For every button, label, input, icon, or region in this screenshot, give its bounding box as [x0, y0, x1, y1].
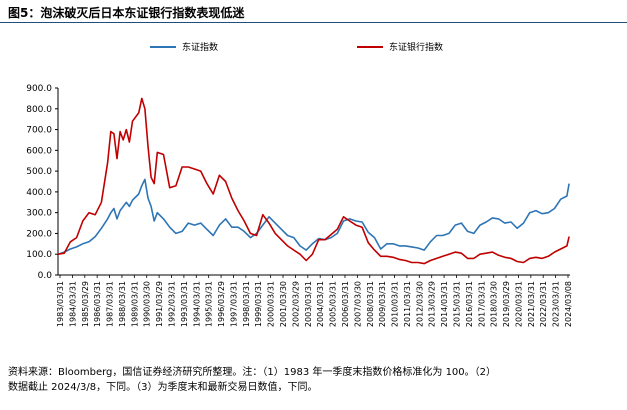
legend-label-banks: 东证银行指数 — [389, 43, 444, 53]
y-tick-label: 100.0 — [26, 250, 52, 260]
x-tick-label: 1984/03/31 — [68, 281, 77, 327]
x-tick-label: 2008/03/31 — [366, 281, 375, 327]
x-tick-label: 1995/03/31 — [205, 281, 214, 327]
x-tick-label: 1990/03/30 — [143, 281, 152, 327]
x-tick-label: 1987/03/31 — [106, 281, 115, 327]
x-tick-label: 1993/03/31 — [180, 281, 189, 327]
x-tick-label: 1994/03/31 — [192, 281, 201, 327]
x-tick-label: 2024/03/08 — [564, 281, 573, 327]
x-tick-label: 2016/03/31 — [465, 281, 474, 327]
legend-item-topix: 东证指数 — [150, 40, 218, 53]
x-tick-label: 2020/03/31 — [514, 281, 523, 327]
y-tick-label: 300.0 — [26, 209, 52, 219]
x-tick-label: 2015/03/31 — [452, 281, 461, 327]
x-tick-label: 2004/03/31 — [316, 281, 325, 327]
x-tick-label: 2012/03/30 — [415, 281, 424, 327]
x-tick-label: 2019/03/29 — [502, 281, 511, 327]
x-tick-label: 2013/03/29 — [428, 281, 437, 327]
x-tick-label: 2023/03/31 — [552, 281, 561, 327]
chart-title: 图5：泡沫破灭后日本东证银行指数表现低迷 — [8, 6, 245, 20]
x-tick-label: 2000/03/31 — [267, 281, 276, 327]
x-tick-label: 2022/03/31 — [539, 281, 548, 327]
x-tick-label: 1999/03/31 — [254, 281, 263, 327]
series-line-topix — [57, 178, 570, 255]
x-tick-label: 2003/03/31 — [304, 281, 313, 327]
legend-swatch-topix — [150, 45, 176, 48]
y-tick-label: 500.0 — [26, 167, 52, 177]
x-tick-label: 2006/03/31 — [341, 281, 350, 327]
x-tick-label: 1996/03/29 — [217, 281, 226, 327]
x-tick-label: 2018/03/30 — [490, 281, 499, 327]
y-tick-label: 700.0 — [26, 126, 52, 136]
y-tick-label: 200.0 — [26, 229, 52, 239]
series-layer — [57, 97, 570, 265]
x-tick-label: 2021/03/31 — [527, 281, 536, 327]
x-tick-label: 1997/03/31 — [229, 281, 238, 327]
x-tick-label: 2010/03/31 — [391, 281, 400, 327]
y-tick-label: 0.0 — [38, 271, 53, 281]
legend-label-topix: 东证指数 — [182, 43, 219, 53]
line-chart: 900.0 800.0 700.0 600.0 500.0 400.0 300.0 200.0… — [26, 84, 573, 327]
x-tick-label: 2007/03/30 — [353, 281, 362, 327]
y-tick-label: 600.0 — [26, 146, 52, 156]
x-tick-label: 2002/03/29 — [291, 281, 300, 327]
y-axis: 900.0 800.0 700.0 600.0 500.0 400.0 300.0 200.0… — [26, 84, 59, 281]
y-tick-label: 900.0 — [26, 84, 52, 94]
source-note-line-2: 数据截止 2024/3/8，下同。（3）为季度末和最新交易日数值，下同。 — [8, 382, 318, 393]
x-tick-label: 2017/03/31 — [477, 281, 486, 327]
x-axis: 1983/03/31 1984/03/31 1985/03/29 1986/03/31… — [56, 274, 573, 327]
x-tick-label: 1986/03/31 — [93, 281, 102, 327]
x-tick-label: 1991/03/29 — [155, 281, 164, 327]
legend-item-banks: 东证银行指数 — [357, 40, 443, 53]
series-line-banks — [57, 97, 570, 265]
x-tick-label: 2014/03/31 — [440, 281, 449, 327]
x-tick-label: 1985/03/29 — [81, 281, 90, 327]
x-tick-label: 1998/03/31 — [242, 281, 251, 327]
x-tick-label: 2009/03/31 — [378, 281, 387, 327]
x-tick-label: 2005/03/31 — [329, 281, 338, 327]
legend-swatch-banks — [357, 45, 383, 48]
y-tick-label: 800.0 — [26, 105, 52, 115]
x-tick-label: 2001/03/30 — [279, 281, 288, 327]
y-tick-label: 400.0 — [26, 188, 52, 198]
x-tick-label: 1992/03/31 — [168, 281, 177, 327]
title-divider — [0, 22, 627, 23]
x-tick-label: 1983/03/31 — [56, 281, 65, 327]
x-tick-label: 1988/03/31 — [118, 281, 127, 327]
source-note-line-1: 资料来源：Bloomberg，国信证券经济研究所整理。注：（1）1983 年一季… — [8, 367, 497, 378]
x-tick-label: 2011/03/31 — [403, 281, 412, 327]
x-tick-label: 1989/03/31 — [130, 281, 139, 327]
